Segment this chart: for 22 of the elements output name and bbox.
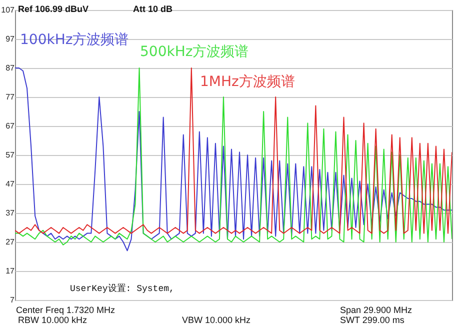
annotation: UserKey设置: System, [70, 283, 174, 294]
series-label: 500kHz方波频谱 [140, 44, 249, 60]
text: Center Freq 1.7320 MHz [16, 305, 116, 315]
y-tick-label: 27 [6, 238, 16, 246]
text: Span 29.900 MHz [340, 305, 413, 315]
annotation: Att 10 dB [133, 4, 174, 14]
y-tick-label: 87 [6, 64, 16, 72]
series-label: 100kHz方波频谱 [20, 32, 129, 48]
y-tick-label: 17 [6, 266, 16, 276]
series-label: 1MHz方波频谱 [200, 74, 295, 90]
y-tick-label: 57 [6, 150, 16, 160]
annotation: Ref 106.99 dBuV [18, 4, 89, 14]
text: VBW 10.000 kHz [182, 315, 252, 324]
text: SWT 299.00 ms [340, 315, 405, 324]
y-tick-label: 77 [6, 92, 16, 102]
y-tick-label: 7 [10, 296, 16, 304]
y-tick-label: 37 [6, 208, 16, 218]
y-tick-label: 107 [1, 6, 16, 14]
text: RBW 10.000 kHz [18, 315, 88, 324]
y-tick-label: 47 [6, 180, 16, 188]
y-tick-label: 97 [6, 34, 16, 44]
y-tick-label: 67 [6, 122, 16, 130]
